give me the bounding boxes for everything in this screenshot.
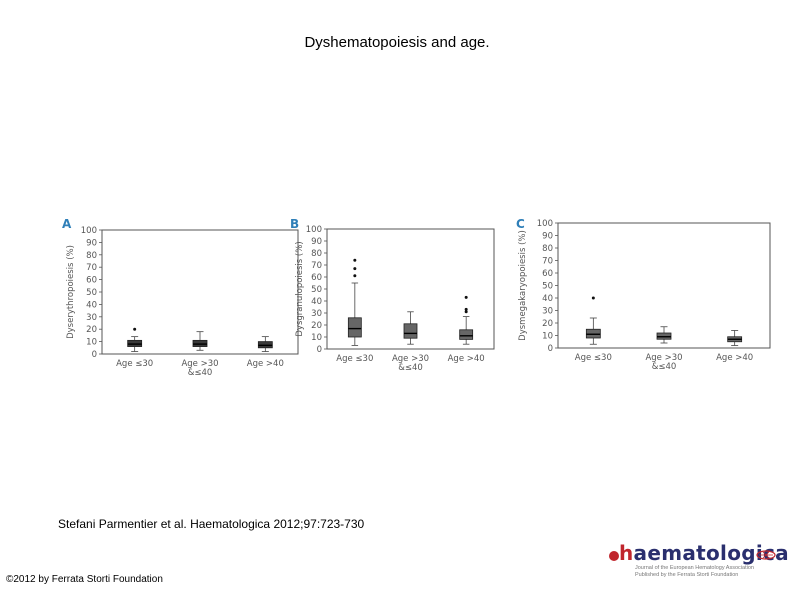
box-iqr [459, 329, 474, 340]
outlier-point [464, 310, 468, 314]
x-tick-label: Age >30 [645, 353, 682, 363]
outlier-point [464, 295, 468, 299]
x-tick-label: &≤40 [652, 362, 677, 372]
y-tick-label: 80 [311, 249, 322, 259]
x-tick-label: &≤40 [398, 363, 423, 373]
x-tick-label: &≤40 [188, 368, 213, 378]
x-tick-label: Age >40 [716, 353, 753, 363]
y-tick-label: 60 [311, 273, 322, 283]
x-tick-label: Age >30 [392, 354, 429, 364]
x-tick-label: Age ≤30 [336, 354, 373, 364]
citation: Stefani Parmentier et al. Haematologica … [58, 517, 365, 531]
y-tick-label: 80 [542, 244, 553, 254]
y-tick-label: 60 [86, 276, 97, 286]
panel-label-a: A [62, 217, 72, 231]
y-axis-label: Dyserythropoiesis (%) [66, 245, 76, 339]
x-tick-label: Age >30 [181, 359, 218, 369]
logo-tagline-1: Journal of the European Hematology Assoc… [635, 565, 754, 571]
box-iqr [347, 317, 362, 338]
x-tick-label: Age >40 [448, 354, 485, 364]
figure-title: Dyshematopoiesis and age. [304, 34, 490, 51]
y-tick-label: 90 [86, 238, 97, 248]
box-iqr [403, 323, 418, 339]
y-axis-label: Dysmegakaryopoiesis (%) [518, 230, 528, 341]
y-tick-label: 50 [542, 282, 553, 292]
y-tick-label: 30 [86, 313, 97, 323]
outlier-point [353, 258, 357, 262]
y-axis-label: Dysgranulopoiesis (%) [295, 241, 305, 336]
y-tick-label: 0 [548, 344, 553, 354]
y-tick-label: 90 [542, 232, 553, 242]
y-tick-label: 70 [542, 257, 553, 267]
y-tick-label: 30 [542, 307, 553, 317]
panel-label-b: B [290, 217, 300, 231]
y-tick-label: 100 [81, 226, 97, 236]
x-tick-label: Age >40 [247, 359, 284, 369]
box-plot-dysgranulopoiesis: 0 10 20 30 40 50 60 70 80 90 100Dysgranulopoiesis … [295, 225, 495, 373]
y-tick-label: 30 [311, 309, 322, 319]
panel-label-c: C [516, 217, 525, 231]
y-tick-label: 80 [86, 251, 97, 261]
copyright: ©2012 by Ferrata Storti Foundation [6, 574, 163, 585]
y-tick-label: 20 [311, 321, 322, 331]
x-tick-label: Age ≤30 [116, 359, 153, 369]
logo-tagline-2: Published by the Ferrata Storti Foundati… [635, 572, 739, 578]
logo-word: aematologica [633, 541, 789, 565]
y-tick-label: 40 [311, 297, 322, 307]
box-plot-dyserythropoiesis: 0 10 20 30 40 50 60 70 80 90 100 Dyserythropoiesis … [66, 226, 299, 378]
haematologica-logo: haematologica Journal of the European He… [605, 541, 789, 579]
box-plot-dysmegakaryopoiesis: 0 10 20 30 40 50 60 70 80 90 100 Dysmegakaryopoiesi… [518, 219, 771, 372]
y-tick-label: 100 [537, 219, 553, 229]
y-tick-label: 100 [306, 225, 322, 235]
y-tick-label: 10 [311, 333, 322, 343]
y-tick-label: 70 [311, 261, 322, 271]
y-tick-label: 90 [311, 237, 322, 247]
y-tick-label: 0 [92, 350, 97, 360]
logo-letter-h: h [619, 541, 634, 565]
y-tick-label: 20 [542, 319, 553, 329]
y-tick-label: 50 [86, 288, 97, 298]
logo-flag-icon [756, 550, 776, 560]
outlier-point [353, 274, 357, 278]
y-tick-label: 10 [86, 338, 97, 348]
outlier-point [133, 327, 137, 331]
y-tick-label: 20 [86, 325, 97, 335]
y-tick-label: 40 [86, 300, 97, 310]
outlier-point [353, 267, 357, 271]
y-tick-label: 70 [86, 263, 97, 273]
y-tick-label: 0 [317, 345, 322, 355]
x-tick-label: Age ≤30 [575, 353, 612, 363]
y-tick-label: 40 [542, 294, 553, 304]
y-tick-label: 60 [542, 269, 553, 279]
outlier-point [591, 296, 595, 300]
logo-emblem-icon [609, 551, 619, 561]
outlier-point [464, 307, 468, 311]
y-tick-label: 50 [311, 285, 322, 295]
y-tick-label: 10 [542, 332, 553, 342]
